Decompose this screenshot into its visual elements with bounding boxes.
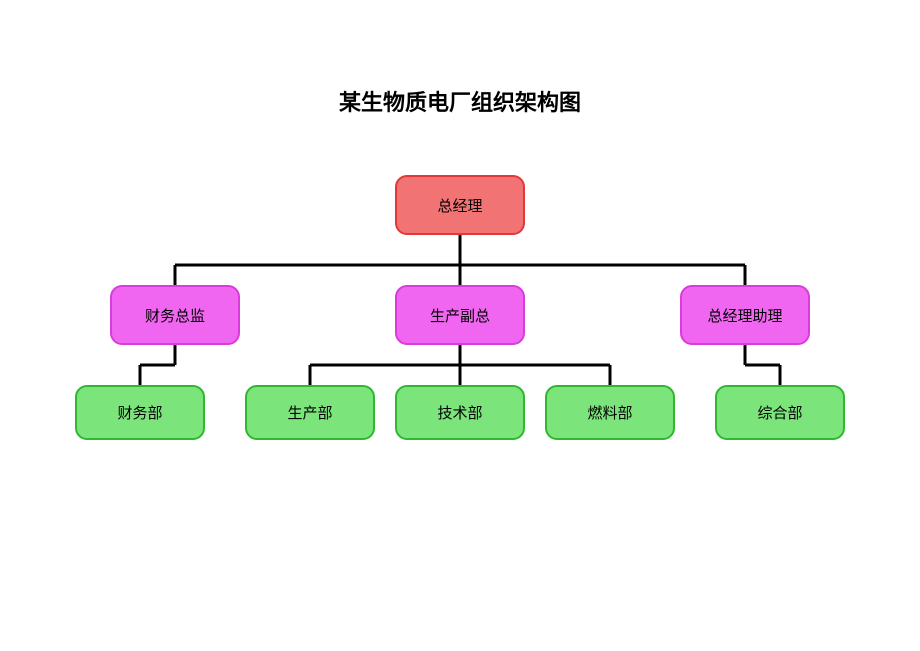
node-label: 财务总监 bbox=[145, 305, 205, 326]
node-root: 总经理 bbox=[395, 175, 525, 235]
node-leaf-4: 燃料部 bbox=[545, 385, 675, 440]
node-label: 燃料部 bbox=[587, 402, 632, 423]
chart-title: 某生物质电厂组织架构图 bbox=[0, 85, 920, 117]
node-label: 财务部 bbox=[117, 402, 162, 423]
node-mid-1: 财务总监 bbox=[110, 285, 240, 345]
node-label: 总经理 bbox=[437, 195, 482, 216]
node-label: 生产副总 bbox=[430, 305, 490, 326]
node-leaf-2: 生产部 bbox=[245, 385, 375, 440]
node-leaf-3: 技术部 bbox=[395, 385, 525, 440]
node-mid-2: 生产副总 bbox=[395, 285, 525, 345]
node-label: 总经理助理 bbox=[707, 305, 782, 326]
node-label: 综合部 bbox=[757, 402, 802, 423]
node-label: 生产部 bbox=[287, 402, 332, 423]
node-label: 技术部 bbox=[437, 402, 482, 423]
node-leaf-5: 综合部 bbox=[715, 385, 845, 440]
node-leaf-1: 财务部 bbox=[75, 385, 205, 440]
node-mid-3: 总经理助理 bbox=[680, 285, 810, 345]
